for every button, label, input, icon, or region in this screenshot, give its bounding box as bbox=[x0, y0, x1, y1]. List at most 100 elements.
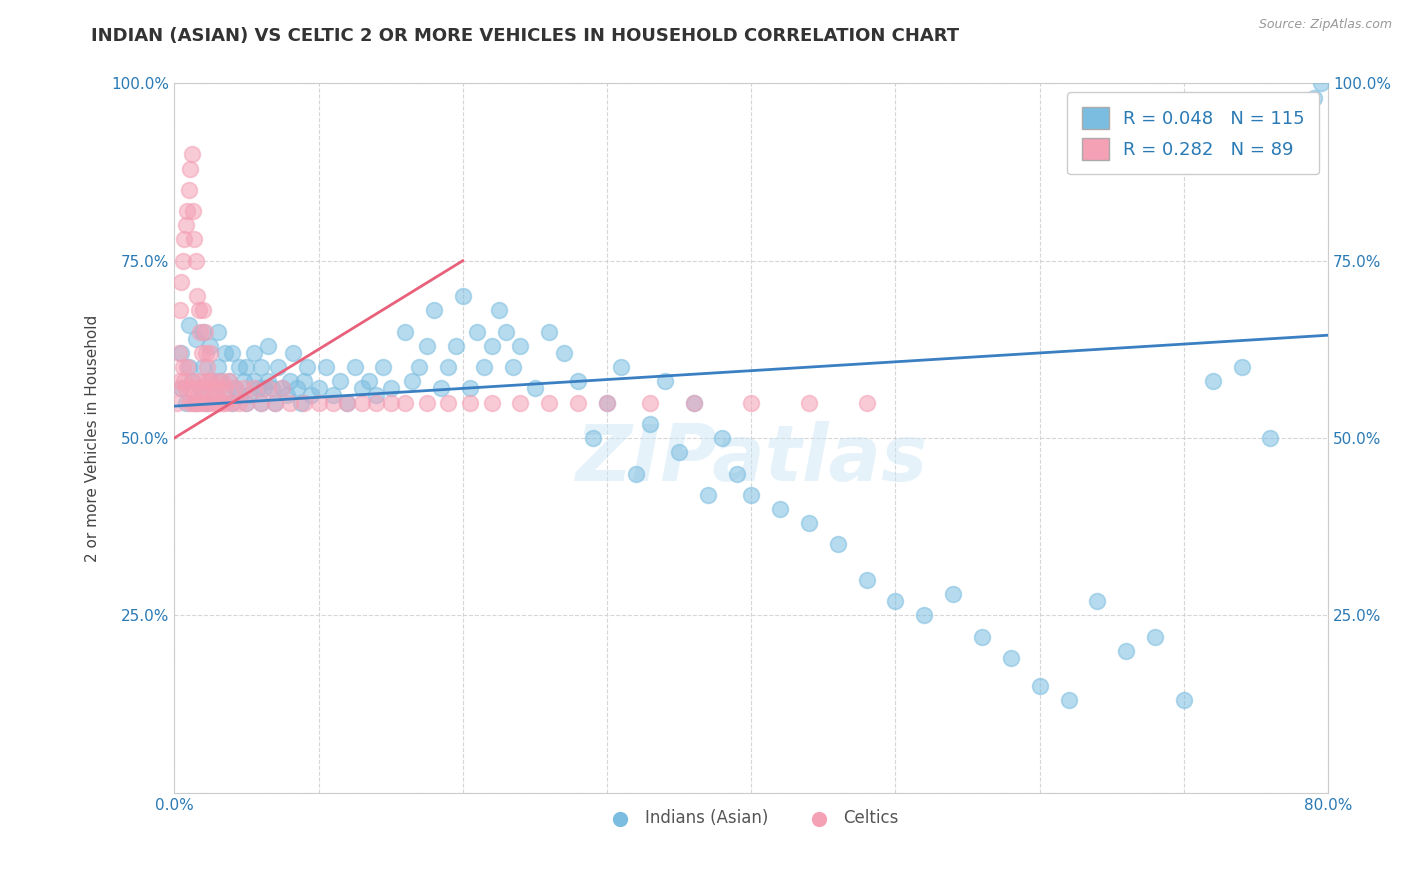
Point bbox=[401, 374, 423, 388]
Point bbox=[336, 395, 359, 409]
Point bbox=[176, 204, 198, 219]
Point bbox=[201, 381, 224, 395]
Point bbox=[200, 346, 222, 360]
Point bbox=[343, 360, 366, 375]
Point bbox=[224, 381, 246, 395]
Point bbox=[581, 431, 603, 445]
Point bbox=[188, 381, 211, 395]
Point bbox=[797, 516, 820, 530]
Point bbox=[186, 395, 208, 409]
Point bbox=[195, 395, 218, 409]
Point bbox=[197, 374, 219, 388]
Point bbox=[177, 318, 200, 332]
Point bbox=[855, 573, 877, 587]
Point bbox=[176, 360, 198, 375]
Point bbox=[373, 360, 395, 375]
Point bbox=[553, 346, 575, 360]
Point bbox=[179, 161, 201, 176]
Point bbox=[221, 395, 243, 409]
Point bbox=[167, 346, 190, 360]
Point bbox=[200, 374, 222, 388]
Point bbox=[725, 467, 748, 481]
Point bbox=[228, 388, 250, 402]
Point bbox=[209, 374, 232, 388]
Point bbox=[415, 395, 437, 409]
Point bbox=[193, 325, 215, 339]
Point bbox=[184, 332, 207, 346]
Point bbox=[183, 232, 205, 246]
Point bbox=[271, 381, 294, 395]
Point bbox=[408, 360, 430, 375]
Point bbox=[357, 374, 380, 388]
Point bbox=[942, 587, 965, 601]
Point bbox=[249, 395, 271, 409]
Point bbox=[187, 374, 209, 388]
Point bbox=[1302, 90, 1324, 104]
Point bbox=[221, 395, 243, 409]
Point bbox=[264, 395, 287, 409]
Point bbox=[198, 395, 221, 409]
Point bbox=[169, 303, 191, 318]
Point bbox=[292, 395, 315, 409]
Point bbox=[257, 339, 280, 353]
Point bbox=[682, 395, 704, 409]
Point bbox=[215, 395, 238, 409]
Point bbox=[465, 325, 488, 339]
Point bbox=[1309, 77, 1331, 91]
Point bbox=[188, 395, 211, 409]
Point bbox=[276, 388, 298, 402]
Point bbox=[169, 374, 191, 388]
Point bbox=[538, 325, 561, 339]
Point bbox=[415, 339, 437, 353]
Point bbox=[180, 395, 202, 409]
Point bbox=[285, 381, 308, 395]
Point bbox=[177, 360, 200, 375]
Point bbox=[481, 339, 503, 353]
Point bbox=[235, 395, 257, 409]
Point bbox=[181, 374, 204, 388]
Point bbox=[292, 374, 315, 388]
Point bbox=[195, 346, 218, 360]
Point bbox=[214, 388, 236, 402]
Point bbox=[394, 395, 416, 409]
Point bbox=[502, 360, 524, 375]
Point bbox=[246, 381, 269, 395]
Point bbox=[207, 325, 229, 339]
Point bbox=[211, 374, 233, 388]
Point bbox=[191, 303, 214, 318]
Point bbox=[697, 488, 720, 502]
Point bbox=[322, 395, 344, 409]
Point bbox=[180, 147, 202, 161]
Point bbox=[179, 381, 201, 395]
Point bbox=[214, 381, 236, 395]
Point bbox=[207, 395, 229, 409]
Point bbox=[322, 388, 344, 402]
Point bbox=[170, 381, 193, 395]
Point bbox=[224, 381, 246, 395]
Point bbox=[174, 395, 197, 409]
Point bbox=[567, 374, 589, 388]
Point bbox=[970, 630, 993, 644]
Point bbox=[1260, 431, 1282, 445]
Point bbox=[610, 360, 633, 375]
Point bbox=[797, 395, 820, 409]
Point bbox=[523, 381, 546, 395]
Point bbox=[495, 325, 517, 339]
Point bbox=[184, 381, 207, 395]
Point bbox=[299, 388, 322, 402]
Point bbox=[474, 360, 496, 375]
Point bbox=[173, 374, 195, 388]
Point bbox=[257, 381, 280, 395]
Point bbox=[380, 381, 402, 395]
Point bbox=[1000, 651, 1022, 665]
Point bbox=[209, 395, 232, 409]
Point bbox=[191, 395, 214, 409]
Point bbox=[682, 395, 704, 409]
Text: Source: ZipAtlas.com: Source: ZipAtlas.com bbox=[1258, 18, 1392, 31]
Point bbox=[174, 219, 197, 233]
Point bbox=[350, 381, 373, 395]
Point bbox=[1173, 693, 1195, 707]
Point bbox=[200, 374, 222, 388]
Point bbox=[186, 289, 208, 303]
Point bbox=[235, 395, 257, 409]
